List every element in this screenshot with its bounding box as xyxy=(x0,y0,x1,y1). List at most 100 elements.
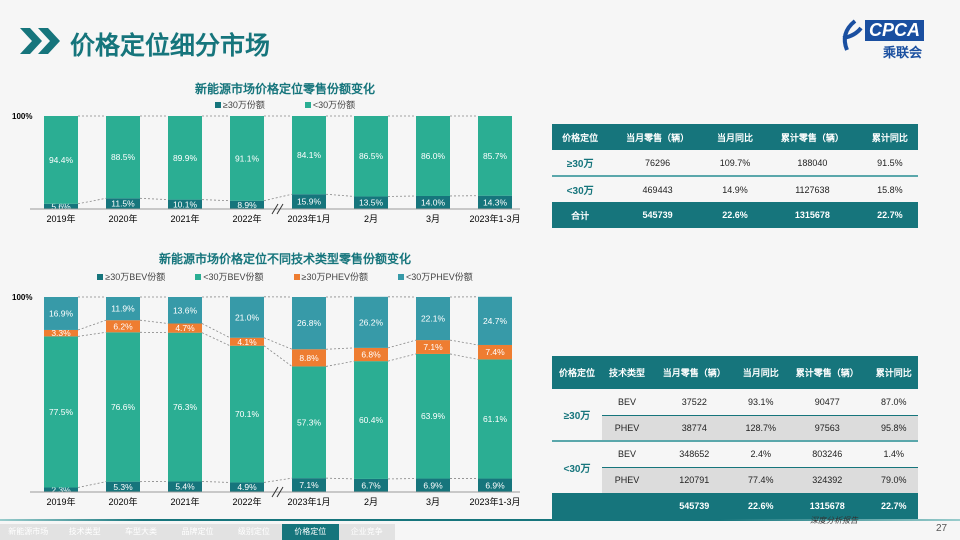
data-label: 57.3% xyxy=(297,417,322,427)
data-label: 13.6% xyxy=(173,305,198,315)
bar-segment xyxy=(416,195,450,209)
data-label: 86.0% xyxy=(421,151,446,161)
data-label: 63.9% xyxy=(421,411,446,421)
bar-segment xyxy=(44,336,78,488)
connector-line xyxy=(263,193,293,202)
x-tick-label: 2023年1月 xyxy=(287,213,330,224)
data-label: 6.7% xyxy=(361,480,381,490)
tab-tech-type[interactable]: 技术类型 xyxy=(68,527,101,536)
data-label: 26.8% xyxy=(297,318,322,328)
tab-vehicle-type[interactable]: 车型大类 xyxy=(125,527,158,536)
connector-line xyxy=(201,481,231,483)
tab-brand[interactable]: 品牌定位 xyxy=(181,527,214,536)
data-label: 61.1% xyxy=(483,414,508,424)
data-label: 8.8% xyxy=(299,353,319,363)
connector-line xyxy=(201,332,231,347)
data-label: 5.3% xyxy=(113,482,133,492)
x-tick-label: 2月 xyxy=(364,214,378,224)
bar-segment xyxy=(292,478,326,492)
bar-segment xyxy=(478,478,512,492)
bar-segment xyxy=(478,359,512,479)
data-label: 14.3% xyxy=(483,197,508,207)
page-title: 价格定位细分市场 xyxy=(70,32,271,60)
legend-item: ≥30万PHEV份额 xyxy=(293,270,368,283)
bar-segment xyxy=(230,345,264,483)
data-label: 6.9% xyxy=(485,480,505,490)
bar-segment xyxy=(230,337,264,346)
bar-segment xyxy=(230,116,264,201)
data-label: 4.7% xyxy=(175,323,195,333)
bar-segment xyxy=(478,296,512,345)
data-label: 2.3% xyxy=(51,485,71,495)
connector-line xyxy=(201,199,231,202)
data-label: 14.0% xyxy=(421,197,446,207)
tab-class[interactable]: 级别定位 xyxy=(237,527,270,536)
chart1-title: 新能源市场价格定位零售份额变化 xyxy=(194,82,375,96)
bar-segment xyxy=(416,116,450,196)
connector-line xyxy=(387,353,417,362)
bar-segment xyxy=(106,116,140,199)
table-row: <30万 BEV 348652 2.4% 803246 1.4% xyxy=(552,441,918,475)
x-tick-label: 2021年 xyxy=(170,496,199,507)
connector-line xyxy=(263,337,293,350)
table-price-summary: 价格定位 当月零售（辆） 当月同比 累计零售（辆） 累计同比 ≥30万 76296 109.… xyxy=(552,124,918,228)
bar-segment xyxy=(44,297,78,330)
legend-item: <30万BEV份额 xyxy=(195,270,264,283)
data-label: 8.9% xyxy=(237,200,257,210)
data-label: 4.1% xyxy=(237,337,257,347)
data-label: 91.1% xyxy=(235,153,260,163)
connector-line xyxy=(325,360,355,367)
connector-line xyxy=(77,197,107,205)
data-label: 24.7% xyxy=(483,316,508,326)
chart2-title: 新能源市场价格定位不同技术类型零售份额变化 xyxy=(158,252,411,266)
table-row: <30万 469443 14.9% 1127638 15.8% xyxy=(566,184,903,198)
data-label: 26.2% xyxy=(359,317,384,327)
data-label: 7.1% xyxy=(423,342,443,352)
x-tick-label: 2020年 xyxy=(108,213,137,224)
connector-line xyxy=(201,323,231,339)
bar-segment xyxy=(168,199,202,209)
connector-line xyxy=(263,477,293,483)
bar-segment xyxy=(354,347,388,362)
bar-segment xyxy=(292,116,326,195)
data-label: 22.1% xyxy=(421,314,446,324)
table-total-row: 545739 22.6% 1315678 22.7% xyxy=(552,493,918,519)
data-label: 15.9% xyxy=(297,197,322,207)
bar-segment xyxy=(354,478,388,492)
bar-segment xyxy=(44,116,78,204)
data-label: 70.1% xyxy=(235,409,260,419)
cpca-logo: CPCA 乘联会 xyxy=(835,18,945,60)
bar-segment xyxy=(230,482,264,492)
bar-segment xyxy=(292,349,326,367)
bar-segment xyxy=(168,323,202,333)
bar-segment xyxy=(292,366,326,479)
legend-item: <30万PHEV份额 xyxy=(397,270,473,283)
data-label: 60.4% xyxy=(359,415,384,425)
connector-line xyxy=(139,197,169,201)
data-label: 6.9% xyxy=(423,480,443,490)
tab-competition[interactable]: 企业竞争 xyxy=(350,527,383,536)
table-row: PHEV 38774 128.7% 97563 95.8% xyxy=(552,415,918,441)
bar-segment xyxy=(44,329,78,337)
footer-divider xyxy=(0,519,960,521)
data-label: 76.6% xyxy=(111,402,136,412)
bar-segment xyxy=(478,116,512,196)
connector-line xyxy=(449,353,479,360)
bar-segment xyxy=(292,194,326,209)
page-number: 27 xyxy=(936,523,948,534)
connector-line xyxy=(449,339,479,346)
bar-segment xyxy=(44,203,78,209)
x-tick-label: 2022年 xyxy=(232,496,261,507)
x-tick-label: 2020年 xyxy=(108,496,137,507)
data-label: 5.4% xyxy=(175,482,195,492)
bar-segment xyxy=(168,481,202,492)
bar-segment xyxy=(168,116,202,200)
tab-price[interactable]: 价格定位 xyxy=(282,524,339,540)
table-total-row: 合计 545739 22.6% 1315678 22.7% xyxy=(552,202,918,228)
connector-line xyxy=(139,319,169,324)
bar-segment xyxy=(106,481,140,492)
tab-new-energy[interactable]: 新能源市场 xyxy=(8,527,49,536)
axis-break-icon xyxy=(271,203,284,215)
connector-line xyxy=(387,339,417,349)
data-label: 86.5% xyxy=(359,151,384,161)
